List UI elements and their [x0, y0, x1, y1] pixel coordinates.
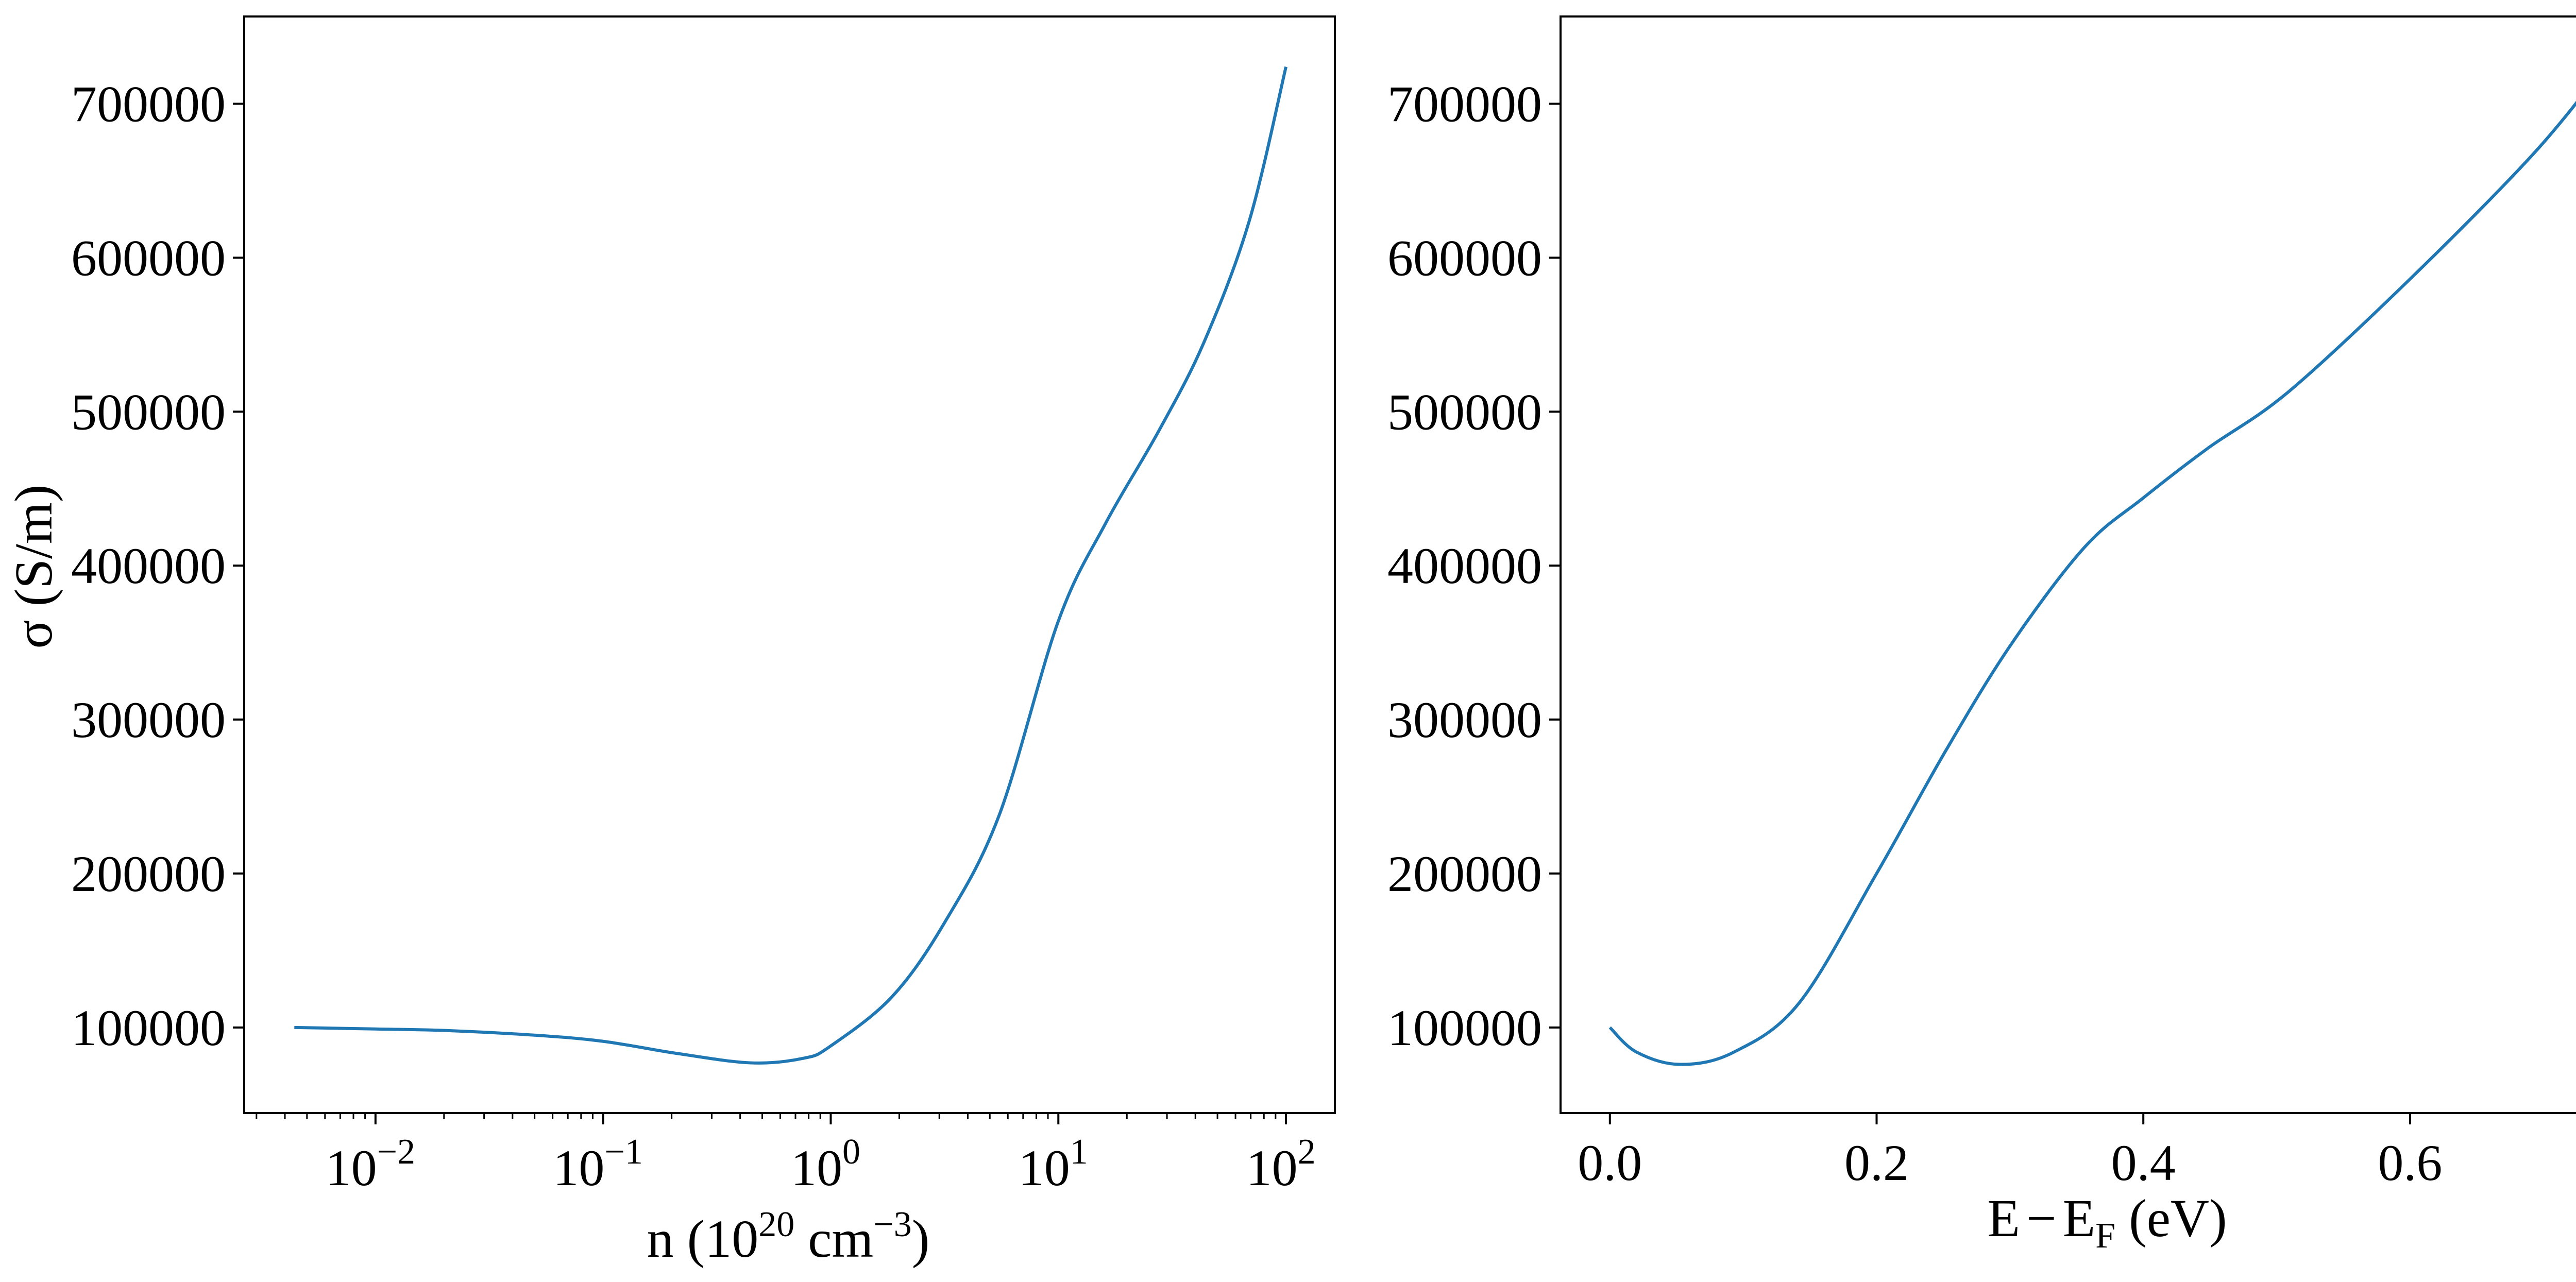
x-tick-label: 0.2: [1844, 1134, 1909, 1191]
y-tick-label: 500000: [1387, 383, 1542, 440]
x-tick-label: 0.0: [1578, 1134, 1642, 1191]
left-plot-conductivity-vs-carrier-density: 100000 200000 300000 400000 500000 600000 7000…: [71, 15, 1336, 1196]
x-tick-label: 102: [1246, 1132, 1316, 1196]
axes-frame: [243, 15, 1336, 1114]
y-tick-label: 700000: [71, 75, 226, 132]
right-x-axis-label: E − EF (eV): [1987, 1189, 2227, 1256]
x-tick-label: 100: [791, 1132, 860, 1196]
data-line: [294, 66, 1287, 1065]
y-tick-label: 400000: [71, 537, 226, 594]
y-tick-label: 600000: [71, 229, 226, 286]
y-tick-label: 700000: [1387, 75, 1542, 132]
x-tick-label: 0.4: [2111, 1134, 2176, 1191]
x-tick-label: 10−2: [326, 1132, 415, 1196]
right-plot-conductivity-vs-energy: 100000 200000 300000 400000 500000 600000 7000…: [1387, 15, 2576, 1191]
x-tick-label: 0.6: [2378, 1134, 2442, 1191]
y-tick-label: 100000: [1387, 999, 1542, 1056]
y-tick-label: 300000: [1387, 691, 1542, 748]
y-tick-label: 600000: [1387, 229, 1542, 286]
left-x-axis-label: n (1020 cm−3): [647, 1205, 930, 1269]
y-tick-label: 100000: [71, 999, 226, 1056]
left-y-axis-label: σ (S/m): [4, 485, 63, 649]
y-tick-label: 400000: [1387, 537, 1542, 594]
x-tick-label: 101: [1019, 1132, 1088, 1196]
data-line: [1608, 100, 2576, 1066]
y-tick-label: 200000: [1387, 845, 1542, 902]
y-tick-label: 500000: [71, 383, 226, 440]
y-tick-label: 300000: [71, 691, 226, 748]
y-tick-label: 200000: [71, 845, 226, 902]
x-tick-label: 10−1: [553, 1132, 642, 1196]
